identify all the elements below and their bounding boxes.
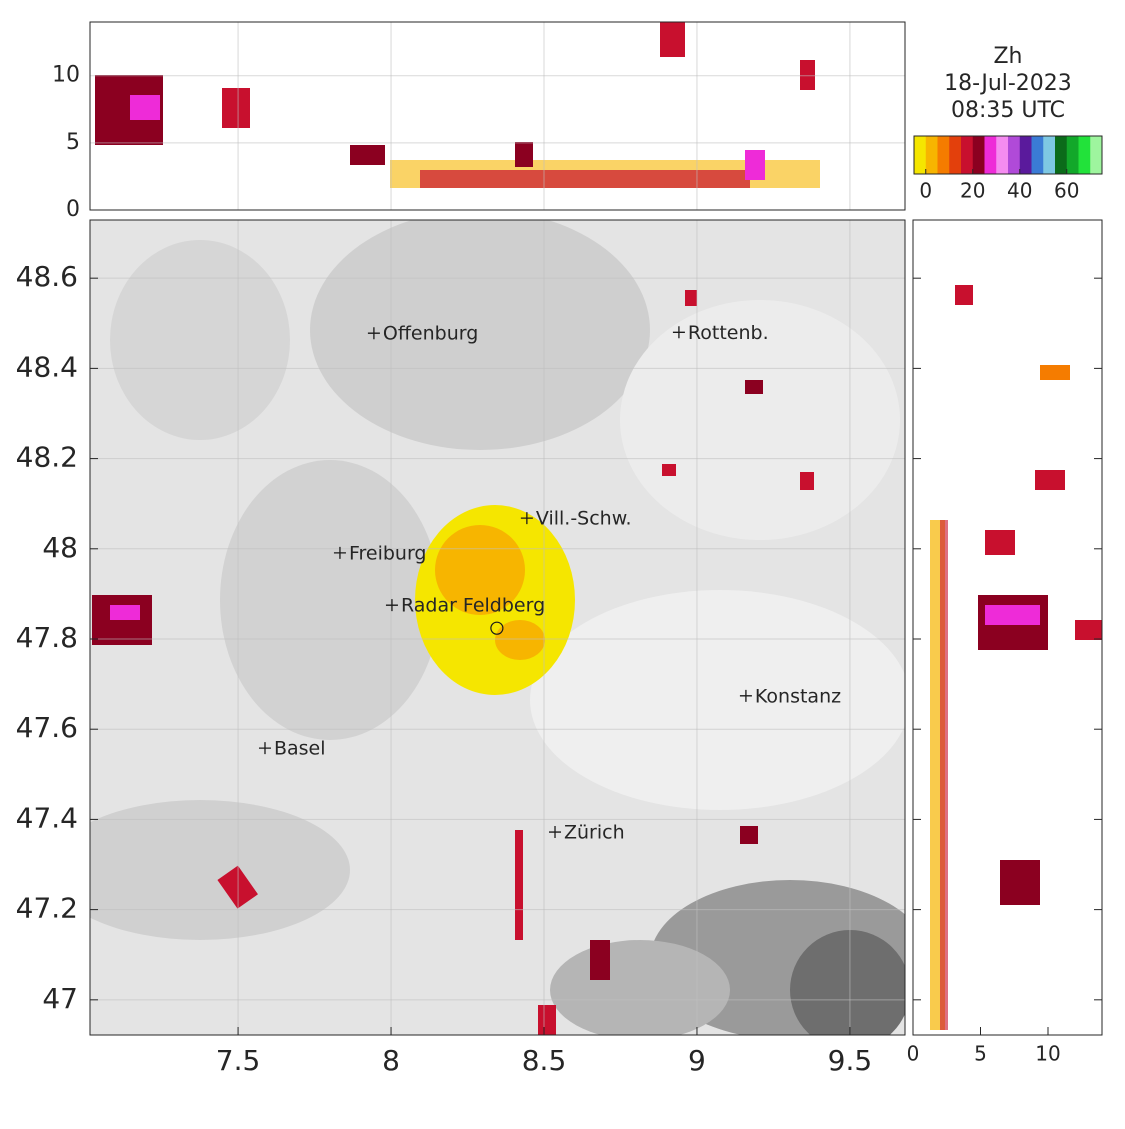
city-marker (672, 326, 685, 339)
city-marker (258, 742, 271, 755)
y-tick-label: 47 (42, 982, 78, 1015)
colorbar-segment (972, 136, 985, 174)
city-label: Radar Feldberg (401, 595, 545, 617)
y-tick-label: 47.6 (16, 711, 78, 744)
colorbar-tick-label: 20 (960, 179, 985, 203)
city-marker (739, 689, 752, 702)
city-label: Freiburg (349, 542, 427, 564)
y-tick-label: 48.2 (16, 441, 78, 474)
y-tick-label: 47.2 (16, 892, 78, 925)
city-marker (367, 327, 380, 340)
city-label: Zürich (564, 822, 625, 844)
colorbar-segment (1078, 136, 1091, 174)
colorbar-segment (949, 136, 962, 174)
colorbar-tick-label: 60 (1054, 179, 1079, 203)
city-marker (520, 512, 533, 525)
colorbar-segment (1043, 136, 1056, 174)
city-label: Konstanz (755, 685, 841, 707)
y-tick-label: 47.8 (16, 621, 78, 654)
colorbar-frame (913, 135, 1103, 175)
colorbar-tick-label: 0 (919, 179, 932, 203)
x-tick-label: 5 (974, 1042, 987, 1066)
x-tick-label: 9 (688, 1044, 706, 1077)
x-tick-label: 0 (907, 1042, 920, 1066)
title-line: 18-Jul-2023 (944, 71, 1072, 96)
colorbar-segment (1031, 136, 1044, 174)
x-tick-label: 8.5 (522, 1044, 567, 1077)
y-tick-label: 48.4 (16, 350, 78, 383)
map-background (90, 220, 905, 1035)
side-background (930, 285, 1102, 1030)
x-tick-label: 8 (382, 1044, 400, 1077)
colorbar-segment (996, 136, 1009, 174)
city-label: Vill.-Schw. (536, 508, 632, 530)
colorbar-segment (1055, 136, 1068, 174)
colorbar-segment (925, 136, 938, 174)
city-label: Basel (274, 738, 326, 760)
colorbar-segment (914, 136, 927, 174)
colorbar-segment (1019, 136, 1032, 174)
axes: 7.5 8 8.5 9 9.5 47 47.2 47.4 47.6 47.8 48 48.2 48.4 4… (16, 22, 1103, 1077)
title-line: 08:35 UTC (951, 98, 1065, 123)
x-tick-label: 7.5 (216, 1044, 261, 1077)
city-marker (333, 546, 346, 559)
colorbar-segment (1008, 136, 1021, 174)
city-marker (385, 599, 398, 612)
colorbar-segment (961, 136, 974, 174)
y-tick-label: 5 (66, 130, 80, 155)
y-tick-label: 47.4 (16, 801, 78, 834)
top-panel-frame (89, 21, 906, 211)
colorbar-segment (984, 136, 997, 174)
colorbar-segment (1066, 136, 1079, 174)
x-tick-label: 9.5 (828, 1044, 873, 1077)
city-marker (549, 826, 562, 839)
colorbar-tick-label: 40 (1007, 179, 1032, 203)
city-label: Offenburg (383, 323, 478, 345)
colorbar-segment (937, 136, 950, 174)
radar-site (490, 621, 504, 635)
colorbar-segment (1090, 136, 1103, 174)
title-line: Zh (993, 44, 1022, 69)
top-background (95, 22, 820, 188)
y-tick-label: 48 (42, 531, 78, 564)
map-frame (89, 219, 906, 1036)
y-tick-label: 48.6 (16, 260, 78, 293)
y-tick-label: 0 (66, 197, 80, 222)
y-tick-label: 10 (52, 63, 80, 88)
city-label: Rottenb. (688, 322, 769, 344)
side-panel-frame (912, 219, 1103, 1036)
x-tick-label: 10 (1035, 1042, 1060, 1066)
